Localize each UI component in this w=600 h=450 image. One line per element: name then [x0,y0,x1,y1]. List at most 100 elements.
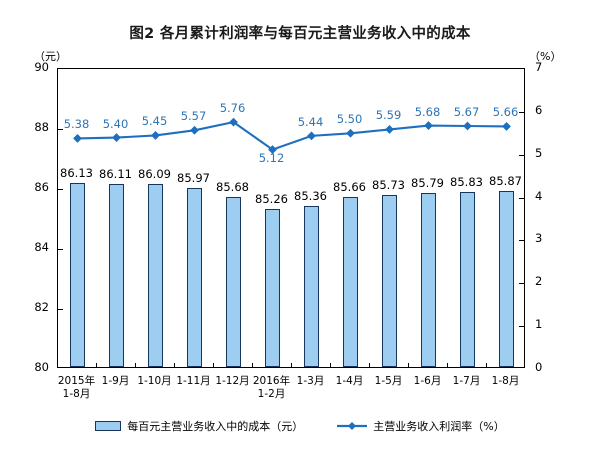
bar-5 [226,196,241,367]
x-label-line: 2015年 [57,375,96,387]
x-label-line: 1-2月 [257,388,286,400]
plot-inner [58,69,524,367]
line-marker-4 [190,125,199,135]
right-tick-1 [519,326,524,328]
line-marker-11 [463,121,472,131]
bar-swatch-icon [95,421,122,431]
line-marker-1 [73,134,82,143]
right-axis-label-1: 1 [535,317,543,332]
right-tick-5 [519,154,524,156]
profit-rate-line [77,121,507,151]
right-tick-2 [519,283,524,285]
legend-item-cost[interactable]: 每百元主营业务收入中的成本（元） [95,418,303,434]
x-axis-label-4: 1-11月 [168,375,220,388]
x-axis-label-11: 1-7月 [441,375,493,388]
line-value-label-9: 5.59 [375,108,402,123]
line-value-label-8: 5.50 [336,112,363,127]
right-axis-label-3: 3 [535,231,543,246]
x-label-line: 1-11月 [176,375,211,387]
line-marker-7 [307,131,316,141]
x-label-line: 1-5月 [374,375,403,387]
x-tick-2 [135,363,136,368]
right-axis-unit-label: （%） [529,50,562,63]
x-label-line: 1-6月 [413,375,442,387]
x-axis-label-6: 2016年 1-2月 [246,375,298,401]
x-label-line: 1-8月 [491,375,520,387]
bar-value-label-5: 85.68 [216,179,249,194]
left-tick-84 [58,249,63,250]
left-axis-label-80: 80 [34,360,49,374]
x-tick-5 [252,363,253,368]
x-axis-label-2: 1-9月 [90,375,142,388]
x-axis-label-7: 1-3月 [285,375,337,388]
left-axis-label-88: 88 [34,120,49,134]
bar-8 [343,197,358,367]
x-tick-4 [213,363,214,368]
legend-label-profit-rate: 主营业务收入利润率（%） [373,420,505,433]
right-tick-3 [519,240,524,242]
x-label-line: 1-9月 [101,375,130,387]
x-axis-label-9: 1-5月 [363,375,415,388]
bar-12 [499,190,514,367]
x-axis-label-5: 1-12月 [207,375,259,388]
x-axis-label-8: 1-4月 [324,375,376,388]
bar-value-label-7: 85.36 [294,189,327,204]
right-axis-label-5: 5 [535,145,543,160]
bar-value-label-3: 86.09 [138,167,171,182]
left-tick-82 [58,309,63,310]
bar-value-label-4: 85.97 [177,170,210,185]
right-axis-label-7: 7 [535,60,543,74]
right-axis-label-0: 0 [535,360,543,374]
x-label-line: 1-4月 [335,375,364,387]
left-axis-unit-label: （元） [34,50,67,63]
line-marker-2 [112,133,121,142]
bar-10 [421,193,436,367]
line-series-layer [73,117,511,154]
x-axis-label-1: 2015年 1-8月 [51,375,103,401]
bar-value-label-9: 85.73 [372,178,405,193]
bar-value-label-1: 86.13 [60,166,93,181]
bar-2 [109,183,124,367]
line-marker-9 [385,125,394,134]
x-axis-label-10: 1-6月 [402,375,454,388]
x-tick-7 [330,363,331,368]
x-label-line: 1-7月 [452,375,481,387]
x-tick-11 [486,363,487,368]
right-tick-4 [519,197,524,199]
right-tick-6 [519,111,524,113]
x-label-line: 2016年 [252,375,291,387]
x-label-line: 1-10月 [137,375,172,387]
left-axis-label-90: 90 [34,60,49,74]
right-axis-label-4: 4 [535,188,543,203]
line-value-label-6: 5.12 [258,150,285,165]
x-label-line: 1-8月 [62,388,91,400]
bar-value-label-2: 86.11 [99,166,132,181]
bar-value-label-10: 85.79 [411,176,444,191]
left-axis-label-82: 82 [34,300,49,314]
x-tick-6 [291,363,292,368]
line-value-label-12: 5.66 [492,105,519,120]
line-value-label-5: 5.76 [219,101,246,116]
line-marker-3 [151,131,160,140]
x-tick-1 [96,363,97,368]
line-value-label-1: 5.38 [63,117,90,132]
line-marker-6 [268,145,277,154]
x-label-line: 1-3月 [296,375,325,387]
x-tick-3 [174,363,175,368]
line-diamond-swatch-icon [337,421,368,431]
bar-6 [265,209,280,367]
x-axis-label-12: 1-8月 [480,375,532,388]
x-tick-8 [369,363,370,368]
bar-4 [187,187,202,367]
line-value-label-10: 5.68 [414,104,441,119]
right-axis-label-6: 6 [535,102,543,117]
line-value-label-2: 5.40 [102,116,129,131]
bar-value-label-12: 85.87 [489,173,522,188]
line-marker-8 [346,128,355,138]
legend-label-cost: 每百元主营业务收入中的成本（元） [127,420,304,433]
x-tick-9 [408,363,409,368]
line-value-label-3: 5.45 [141,114,168,129]
bar-9 [382,195,397,367]
legend-item-profit-rate[interactable]: 主营业务收入利润率（%） [337,418,505,434]
